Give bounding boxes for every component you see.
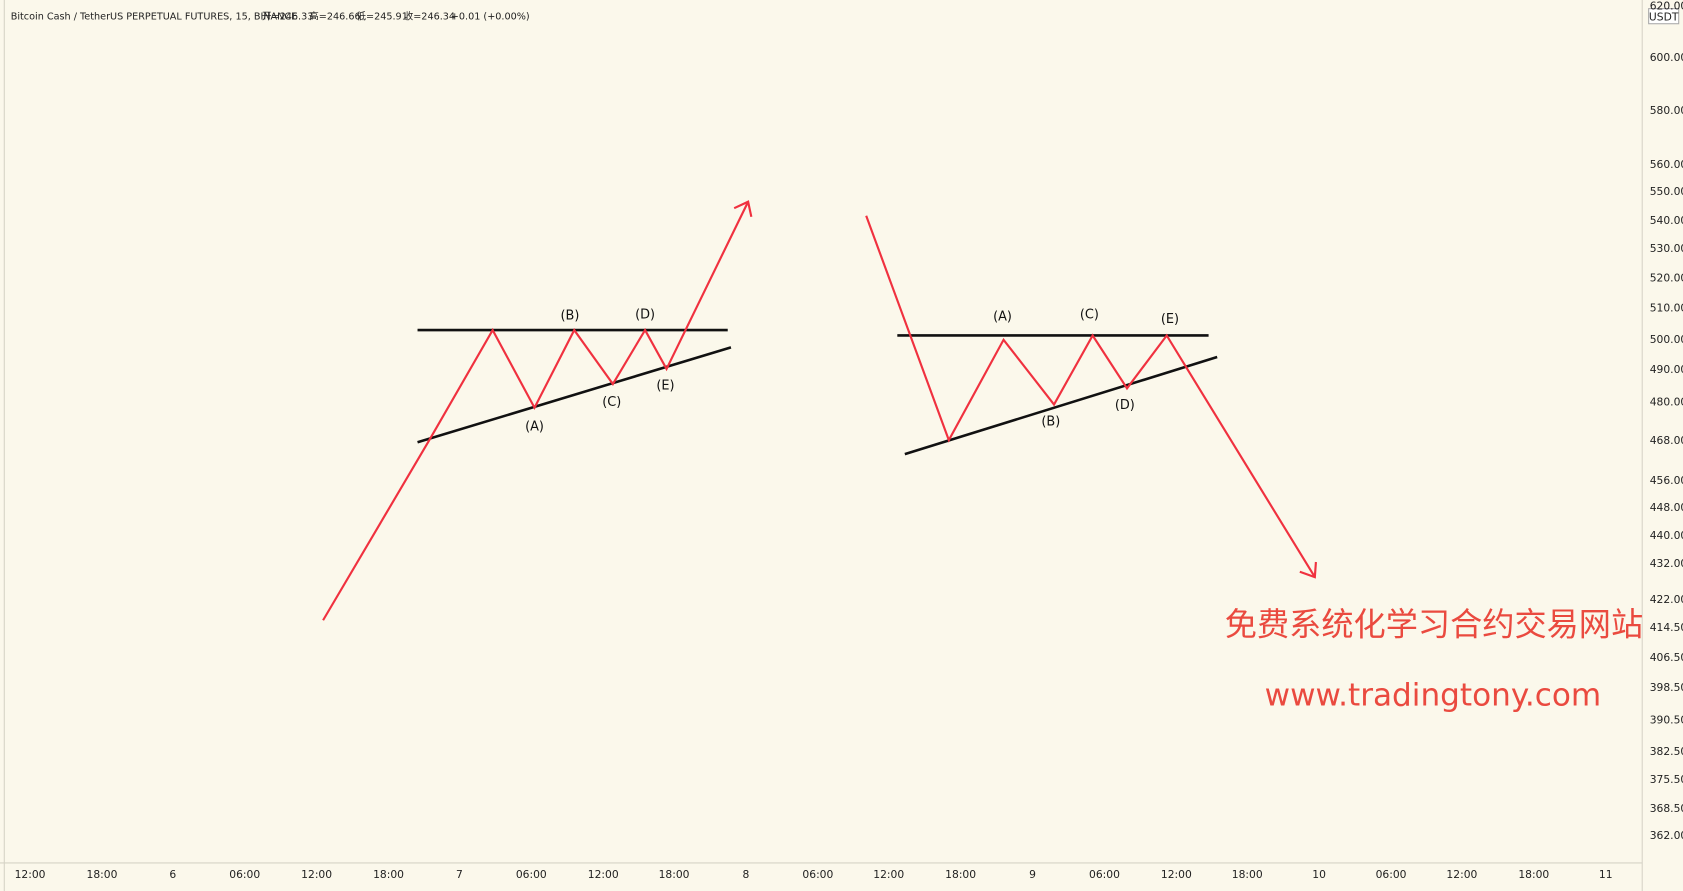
- left-wave-labels: (A) (B) (C) (D) (E): [525, 307, 674, 434]
- right-wave-labels: (A) (B) (C) (D) (E): [993, 307, 1179, 429]
- wave-label: (A): [993, 310, 1012, 325]
- time-label: 10: [1312, 868, 1326, 881]
- wave-label: (E): [1161, 312, 1179, 327]
- time-label: 12:00: [588, 868, 619, 881]
- price-path: [865, 215, 1316, 578]
- price-label: 456.00: [1650, 474, 1683, 487]
- wave-label: (D): [1115, 398, 1135, 413]
- currency-box: [1648, 8, 1680, 25]
- time-label: 06:00: [229, 868, 260, 881]
- open: 开=246.33: [262, 11, 313, 22]
- time-label: 6: [169, 868, 176, 881]
- arrow-head: [733, 200, 753, 218]
- time-label: 06:00: [1376, 868, 1407, 881]
- header: Bitcoin Cash / TetherUS PERPETUAL FUTURE…: [11, 9, 530, 22]
- price-label: 398.50: [1650, 681, 1683, 694]
- wave-label: (C): [1080, 307, 1099, 322]
- price-label: 520.00: [1650, 271, 1683, 284]
- watermark-url: www.tradingtony.com: [1265, 677, 1602, 713]
- time-label: 06:00: [516, 868, 547, 881]
- price-label: 406.50: [1650, 651, 1683, 664]
- price-label: 375.50: [1650, 773, 1683, 786]
- watermark-title: 免费系统化学习合约交易网站: [1225, 605, 1643, 643]
- time-label: 18:00: [373, 868, 404, 881]
- time-label: 12:00: [1161, 868, 1192, 881]
- arrow-head: [1299, 561, 1317, 579]
- wave-label: (E): [656, 379, 674, 394]
- price-label: 540.00: [1650, 214, 1683, 227]
- time-label: 7: [456, 868, 463, 881]
- time-label: 8: [743, 868, 750, 881]
- wave-label: (D): [635, 307, 655, 322]
- support-line: [417, 346, 732, 444]
- support-line: [904, 355, 1218, 456]
- time-label: 12:00: [873, 868, 904, 881]
- price-label: 560.00: [1650, 158, 1683, 171]
- price-label: 530.00: [1650, 242, 1683, 255]
- price-label: 440.00: [1650, 529, 1683, 542]
- price-label: 500.00: [1650, 333, 1683, 346]
- time-label: 18:00: [1518, 868, 1549, 881]
- time-label: 12:00: [15, 868, 46, 881]
- price-label: 382.50: [1650, 745, 1683, 758]
- price-label: 550.00: [1650, 185, 1683, 198]
- price-path: [322, 201, 750, 621]
- price-label: 368.50: [1650, 802, 1683, 815]
- price-label: 490.00: [1650, 363, 1683, 376]
- price-label: 510.00: [1650, 301, 1683, 314]
- time-label: 06:00: [802, 868, 833, 881]
- time-label: 18:00: [659, 868, 690, 881]
- change: +0.01 (+0.00%): [451, 11, 530, 22]
- price-label: 448.00: [1650, 501, 1683, 514]
- price-label: 468.00: [1650, 434, 1683, 447]
- price-label: 362.00: [1650, 829, 1683, 842]
- price-label: 422.00: [1650, 593, 1683, 606]
- close: 收=246.34: [404, 9, 455, 22]
- time-label: 12:00: [301, 868, 332, 881]
- time-label: 9: [1029, 868, 1036, 881]
- wave-label: (A): [525, 420, 544, 435]
- price-label: 620.00: [1650, 0, 1683, 12]
- price-label: 414.50: [1650, 621, 1683, 634]
- time-label: 18:00: [1232, 868, 1263, 881]
- time-label: 11: [1599, 868, 1613, 881]
- low: 低=245.91: [356, 9, 407, 22]
- symbol: Bitcoin Cash / TetherUS PERPETUAL FUTURE…: [11, 11, 297, 22]
- currency: USDT: [1649, 10, 1679, 23]
- wave-label: (B): [1041, 414, 1060, 429]
- wave-label: (B): [560, 309, 579, 324]
- time-label: 18:00: [87, 868, 118, 881]
- price-label: 390.50: [1650, 714, 1683, 727]
- price-label: 600.00: [1650, 51, 1683, 64]
- price-label: 432.00: [1650, 557, 1683, 570]
- price-label: 480.00: [1650, 395, 1683, 408]
- high: 高=246.66: [309, 9, 360, 22]
- price-label: 580.00: [1650, 104, 1683, 117]
- wave-label: (C): [602, 395, 621, 410]
- time-label: 12:00: [1446, 868, 1477, 881]
- time-label: 06:00: [1089, 868, 1120, 881]
- time-label: 18:00: [945, 868, 976, 881]
